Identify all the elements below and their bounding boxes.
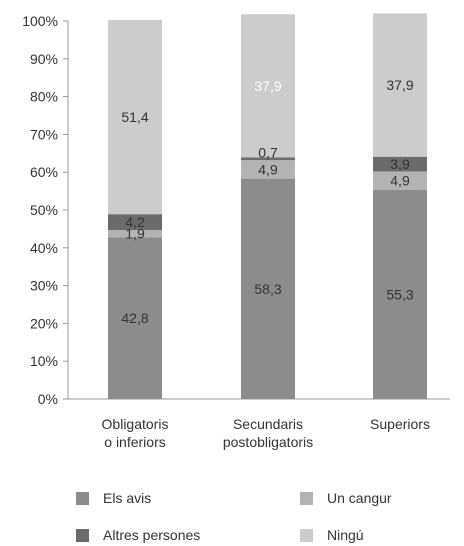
category-label: Obligatoris	[102, 416, 169, 432]
legend-label: Els avis	[103, 490, 152, 506]
y-tick-label: 100%	[22, 13, 58, 29]
data-label: 4,9	[258, 161, 278, 177]
bar-segment	[241, 160, 295, 179]
bar-segment	[108, 214, 162, 231]
bar-segment	[108, 230, 162, 238]
legend-label: Un cangur	[327, 490, 392, 506]
category-label: Secundaris	[233, 416, 303, 432]
legend-item-els-avis: Els avis	[76, 490, 151, 506]
legend-item-ningu: Ningú	[300, 527, 364, 543]
stacked-bar-chart: 0% 10% 20% 30% 40% 50% 60% 70% 80% 90% 100% 42,8 1,…	[22, 13, 450, 450]
y-tick-label: 10%	[30, 353, 58, 369]
bar-segment	[373, 156, 427, 172]
y-tick-label: 80%	[30, 89, 58, 105]
data-label: 1,9	[125, 226, 145, 242]
category-label: o inferiors	[104, 434, 165, 450]
y-tick-label: 70%	[30, 126, 58, 142]
legend-item-un-cangur: Un cangur	[300, 490, 392, 506]
y-tick-label: 40%	[30, 240, 58, 256]
legend-swatch	[76, 528, 89, 542]
data-label: 3,9	[390, 156, 410, 172]
data-label: 37,9	[386, 77, 413, 93]
bar-segment	[373, 171, 427, 190]
bar-segment	[108, 19, 162, 215]
category-label: postobligatoris	[223, 434, 313, 450]
bar-segment	[373, 189, 427, 399]
data-label: 4,9	[390, 173, 410, 189]
bar-segment	[373, 13, 427, 157]
y-axis: 0% 10% 20% 30% 40% 50% 60% 70% 80% 90% 100%	[22, 13, 450, 407]
bar-segment	[241, 157, 295, 161]
data-label: 51,4	[121, 109, 148, 125]
data-label: 58,3	[254, 281, 281, 297]
category-label: Superiors	[370, 416, 430, 432]
bar-segment	[241, 178, 295, 399]
bar-segment	[241, 14, 295, 158]
y-tick-label: 50%	[30, 202, 58, 218]
y-tick-label: 60%	[30, 164, 58, 180]
data-label: 37,9	[254, 78, 281, 94]
data-label: 4,2	[125, 214, 145, 230]
y-tick-label: 0%	[38, 391, 58, 407]
data-label: 42,8	[121, 310, 148, 326]
y-tick-label: 90%	[30, 51, 58, 67]
legend: Els avis Un cangur Altres persones Ningú	[0, 470, 464, 546]
legend-swatch	[300, 491, 313, 505]
legend-swatch	[300, 528, 313, 542]
bars: 42,81,94,251,458,34,90,737,955,34,93,937…	[108, 13, 427, 399]
category-labels: Obligatoris o inferiors Secundaris postobli…	[102, 416, 430, 450]
y-tick-label: 20%	[30, 315, 58, 331]
legend-item-altres-persones: Altres persones	[76, 527, 200, 543]
y-tick-label: 30%	[30, 278, 58, 294]
legend-label: Ningú	[327, 527, 364, 543]
legend-swatch	[76, 491, 89, 505]
data-label: 0,7	[258, 144, 278, 160]
bar-segment	[108, 237, 162, 399]
legend-label: Altres persones	[103, 527, 201, 543]
data-label: 55,3	[386, 286, 413, 302]
